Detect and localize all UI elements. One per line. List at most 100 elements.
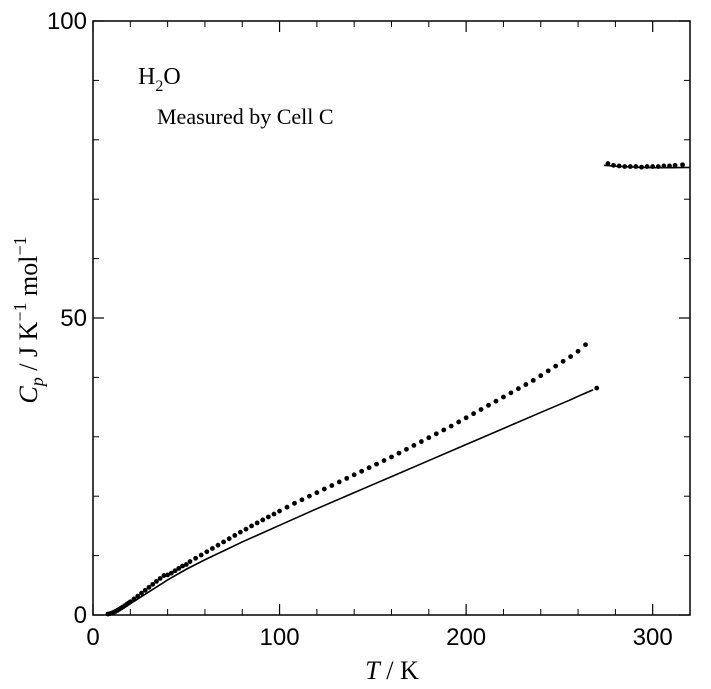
- data-point: [198, 552, 204, 558]
- data-point: [486, 402, 491, 408]
- data-point: [284, 504, 290, 510]
- formula-main: H: [138, 64, 155, 90]
- y-axis-symbol-subscript: p: [27, 377, 47, 388]
- data-point: [568, 354, 573, 360]
- data-point: [411, 443, 417, 448]
- data-point: [478, 407, 484, 412]
- x-tick-label-0: 0: [86, 624, 99, 651]
- x-tick-label-100: 100: [260, 624, 300, 651]
- data-point: [243, 526, 249, 532]
- y-tick-label-50: 50: [60, 305, 87, 332]
- y-axis-symbol: C: [14, 386, 43, 404]
- data-point: [226, 536, 232, 542]
- data-point: [523, 382, 529, 387]
- ticks: [92, 20, 691, 616]
- data-point: [515, 386, 521, 392]
- y-axis-exponent-2: −1: [10, 236, 30, 255]
- measurement-note: Measured by Cell C: [157, 104, 334, 129]
- data-point: [150, 581, 156, 587]
- data-point: [180, 563, 185, 569]
- data-point: [508, 390, 514, 396]
- data-point: [381, 458, 387, 463]
- data-point: [538, 373, 544, 379]
- data-point: [433, 431, 439, 437]
- data-point: [176, 565, 182, 571]
- data-point: [204, 549, 210, 555]
- y-axis-unit-part2: mol: [14, 256, 43, 303]
- data-point: [265, 514, 271, 520]
- series-layer: [105, 161, 691, 617]
- y-axis-exponent-1: −1: [10, 302, 30, 321]
- x-axis-unit: / K: [380, 656, 419, 685]
- data-point: [154, 578, 159, 584]
- data-point: [165, 572, 171, 578]
- x-axis-title: T / K: [365, 656, 419, 685]
- data-point: [594, 385, 600, 391]
- y-axis-unit-part1: / J K: [14, 321, 43, 377]
- data-point: [456, 419, 462, 425]
- data-point: [193, 555, 199, 561]
- data-point: [471, 411, 476, 417]
- data-point: [277, 508, 282, 514]
- data-point: [321, 486, 327, 492]
- tick-labels: 0 100 200 300 0 50 100: [47, 8, 673, 651]
- formula-label: H2O: [138, 64, 181, 95]
- data-point: [530, 377, 536, 383]
- data-point: [441, 427, 447, 433]
- data-point: [418, 439, 424, 444]
- data-point: [146, 584, 152, 590]
- data-point: [329, 483, 335, 488]
- formula-subscript: 2: [155, 78, 163, 95]
- data-point: [501, 394, 506, 400]
- data-point: [142, 587, 148, 593]
- y-tick-label-0: 0: [74, 602, 87, 629]
- reference-line-2: [604, 164, 691, 169]
- data-point: [260, 517, 266, 523]
- data-point: [575, 348, 581, 354]
- x-tick-label-300: 300: [633, 624, 673, 651]
- y-axis-title: Cp / J K−1 mol−1: [10, 236, 47, 403]
- data-point: [553, 363, 559, 369]
- data-point: [426, 435, 432, 441]
- data-point: [139, 590, 144, 596]
- data-point: [680, 162, 685, 168]
- data-point: [560, 358, 566, 364]
- data-point: [183, 562, 189, 567]
- data-point: [374, 461, 379, 467]
- data-point: [254, 520, 260, 526]
- data-point: [344, 475, 350, 481]
- data-point: [583, 342, 588, 348]
- data-point: [187, 559, 193, 564]
- data-point: [359, 468, 365, 474]
- data-point: [299, 497, 305, 503]
- x-axis-symbol: T: [365, 656, 381, 685]
- x-tick-label-200: 200: [446, 624, 486, 651]
- data-point: [221, 539, 226, 545]
- data-point: [307, 493, 312, 499]
- data-point: [249, 523, 254, 529]
- data-point: [366, 465, 372, 471]
- data-point: [463, 415, 469, 421]
- data-point: [215, 542, 221, 548]
- data-point: [448, 423, 454, 429]
- annotations: H2O Measured by Cell C: [138, 64, 334, 129]
- data-point: [168, 570, 174, 576]
- formula-tail: O: [163, 64, 180, 90]
- data-point: [271, 511, 277, 517]
- data-point: [336, 479, 342, 485]
- data-point: [396, 450, 402, 456]
- data-point: [210, 546, 215, 551]
- axis-titles: T / K Cp / J K−1 mol−1: [10, 236, 419, 685]
- data-point: [351, 472, 357, 478]
- data-point: [545, 368, 551, 374]
- data-point: [161, 573, 167, 578]
- data-point: [672, 162, 678, 168]
- data-point: [314, 490, 320, 496]
- data-point: [389, 454, 394, 460]
- reference-line-1: [107, 389, 594, 616]
- y-tick-label-100: 100: [47, 8, 87, 35]
- data-point: [493, 398, 499, 404]
- data-point: [404, 446, 409, 452]
- data-point: [157, 576, 163, 581]
